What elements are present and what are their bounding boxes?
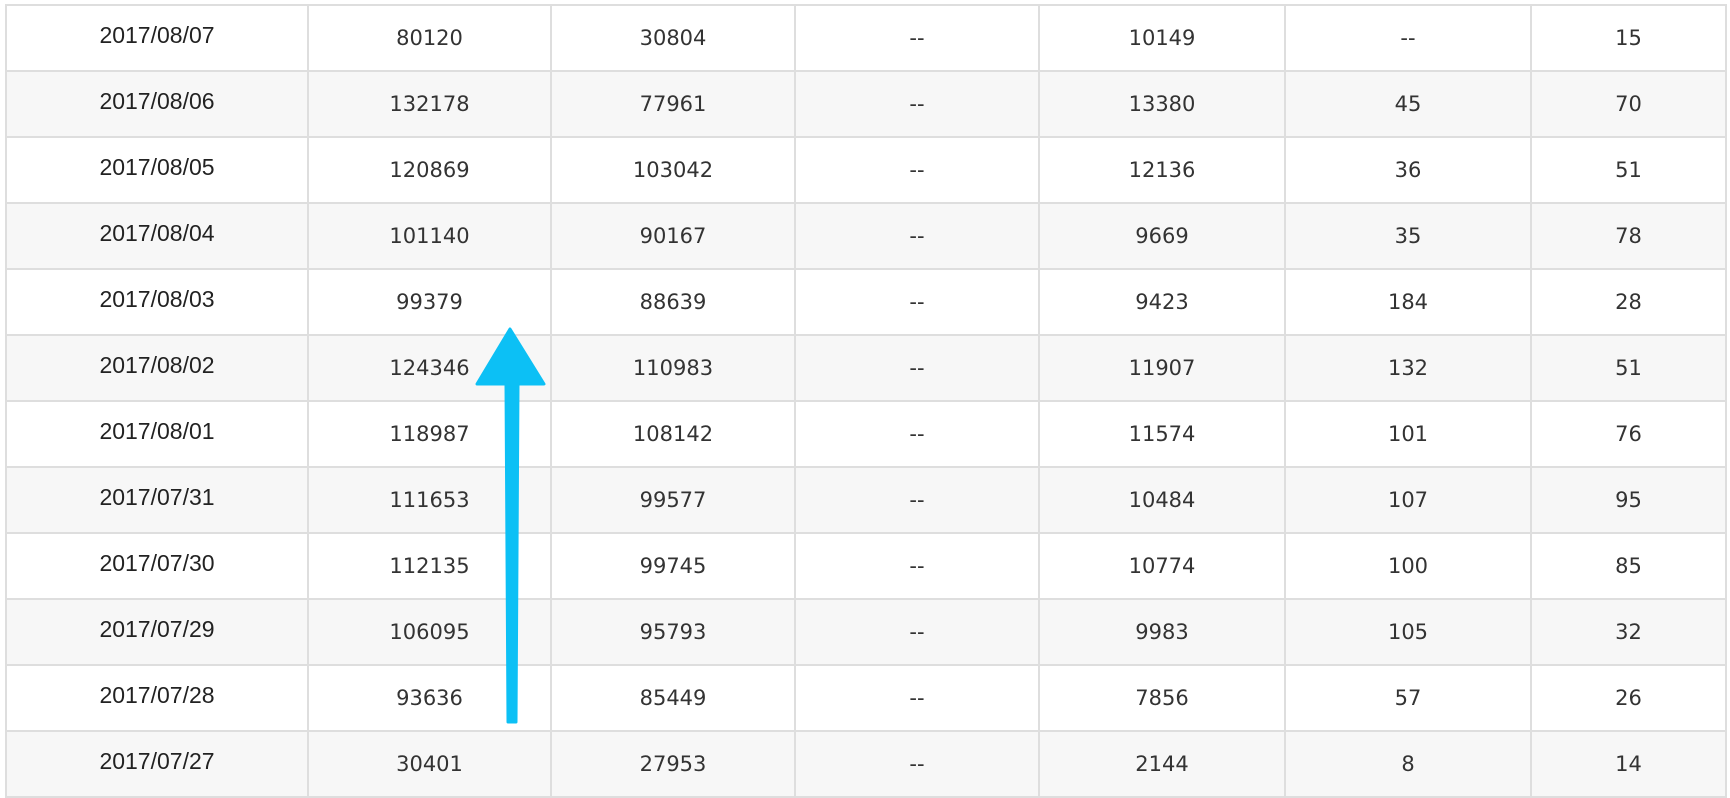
value-cell: -- — [794, 136, 1040, 204]
value-cell: 12136 — [1038, 136, 1286, 204]
date-cell: 2017/08/05 — [5, 136, 309, 204]
value-cell: 101140 — [307, 202, 552, 270]
value-cell: 28 — [1530, 268, 1727, 336]
date-cell: 2017/07/29 — [5, 598, 309, 666]
value-cell: 51 — [1530, 334, 1727, 402]
value-cell: 108142 — [550, 400, 796, 468]
value-cell: 30804 — [550, 4, 796, 72]
value-cell: 88639 — [550, 268, 796, 336]
value-cell: 77961 — [550, 70, 796, 138]
value-cell: 36 — [1284, 136, 1532, 204]
value-cell: 76 — [1530, 400, 1727, 468]
value-cell: 9423 — [1038, 268, 1286, 336]
value-cell: 32 — [1530, 598, 1727, 666]
value-cell: 99577 — [550, 466, 796, 534]
date-cell: 2017/08/02 — [5, 334, 309, 402]
value-cell: 15 — [1530, 4, 1727, 72]
value-cell: 99379 — [307, 268, 552, 336]
value-cell: 124346 — [307, 334, 552, 402]
value-cell: 70 — [1530, 70, 1727, 138]
value-cell: 120869 — [307, 136, 552, 204]
value-cell: 85 — [1530, 532, 1727, 600]
date-cell: 2017/08/03 — [5, 268, 309, 336]
value-cell: -- — [794, 664, 1040, 732]
value-cell: 2144 — [1038, 730, 1286, 798]
value-cell: 106095 — [307, 598, 552, 666]
table-row: 2017/08/05 120869 103042 -- 12136 36 51 — [5, 136, 1727, 204]
table-row: 2017/07/31 111653 99577 -- 10484 107 95 — [5, 466, 1727, 534]
table-row: 2017/08/04 101140 90167 -- 9669 35 78 — [5, 202, 1727, 270]
value-cell: 103042 — [550, 136, 796, 204]
value-cell: 14 — [1530, 730, 1727, 798]
value-cell: 7856 — [1038, 664, 1286, 732]
value-cell: 93636 — [307, 664, 552, 732]
value-cell: -- — [794, 532, 1040, 600]
table-row: 2017/07/28 93636 85449 -- 7856 57 26 — [5, 664, 1727, 732]
value-cell: 105 — [1284, 598, 1532, 666]
value-cell: -- — [794, 730, 1040, 798]
value-cell: 57 — [1284, 664, 1532, 732]
value-cell: 111653 — [307, 466, 552, 534]
value-cell: 95 — [1530, 466, 1727, 534]
value-cell: 10774 — [1038, 532, 1286, 600]
table-row: 2017/08/07 80120 30804 -- 10149 -- 15 — [5, 4, 1727, 72]
data-table: 2017/08/07 80120 30804 -- 10149 -- 15 2017/08/0… — [5, 4, 1727, 798]
value-cell: 110983 — [550, 334, 796, 402]
table-row: 2017/08/03 99379 88639 -- 9423 184 28 — [5, 268, 1727, 336]
table-row: 2017/07/29 106095 95793 -- 9983 105 32 — [5, 598, 1727, 666]
value-cell: 10484 — [1038, 466, 1286, 534]
value-cell: 9983 — [1038, 598, 1286, 666]
value-cell: 95793 — [550, 598, 796, 666]
value-cell: 27953 — [550, 730, 796, 798]
value-cell: 80120 — [307, 4, 552, 72]
date-cell: 2017/07/30 — [5, 532, 309, 600]
value-cell: 78 — [1530, 202, 1727, 270]
date-cell: 2017/08/06 — [5, 70, 309, 138]
value-cell: -- — [794, 268, 1040, 336]
value-cell: 184 — [1284, 268, 1532, 336]
table-row: 2017/08/01 118987 108142 -- 11574 101 76 — [5, 400, 1727, 468]
value-cell: -- — [794, 334, 1040, 402]
table-row: 2017/08/02 124346 110983 -- 11907 132 51 — [5, 334, 1727, 402]
value-cell: -- — [794, 4, 1040, 72]
value-cell: 26 — [1530, 664, 1727, 732]
date-cell: 2017/08/07 — [5, 4, 309, 72]
value-cell: 101 — [1284, 400, 1532, 468]
value-cell: -- — [1284, 4, 1532, 72]
value-cell: 13380 — [1038, 70, 1286, 138]
value-cell: 10149 — [1038, 4, 1286, 72]
date-cell: 2017/07/27 — [5, 730, 309, 798]
value-cell: -- — [794, 400, 1040, 468]
value-cell: -- — [794, 598, 1040, 666]
value-cell: 90167 — [550, 202, 796, 270]
value-cell: 8 — [1284, 730, 1532, 798]
value-cell: 132178 — [307, 70, 552, 138]
date-cell: 2017/08/01 — [5, 400, 309, 468]
value-cell: 51 — [1530, 136, 1727, 204]
value-cell: 11907 — [1038, 334, 1286, 402]
value-cell: 118987 — [307, 400, 552, 468]
value-cell: 100 — [1284, 532, 1532, 600]
value-cell: 30401 — [307, 730, 552, 798]
value-cell: -- — [794, 466, 1040, 534]
value-cell: 112135 — [307, 532, 552, 600]
date-cell: 2017/08/04 — [5, 202, 309, 270]
value-cell: 85449 — [550, 664, 796, 732]
value-cell: -- — [794, 202, 1040, 270]
value-cell: 107 — [1284, 466, 1532, 534]
table-row: 2017/08/06 132178 77961 -- 13380 45 70 — [5, 70, 1727, 138]
table-row: 2017/07/27 30401 27953 -- 2144 8 14 — [5, 730, 1727, 798]
date-cell: 2017/07/28 — [5, 664, 309, 732]
value-cell: 45 — [1284, 70, 1532, 138]
value-cell: 99745 — [550, 532, 796, 600]
table-row: 2017/07/30 112135 99745 -- 10774 100 85 — [5, 532, 1727, 600]
value-cell: 9669 — [1038, 202, 1286, 270]
value-cell: 132 — [1284, 334, 1532, 402]
value-cell: 35 — [1284, 202, 1532, 270]
date-cell: 2017/07/31 — [5, 466, 309, 534]
value-cell: -- — [794, 70, 1040, 138]
value-cell: 11574 — [1038, 400, 1286, 468]
